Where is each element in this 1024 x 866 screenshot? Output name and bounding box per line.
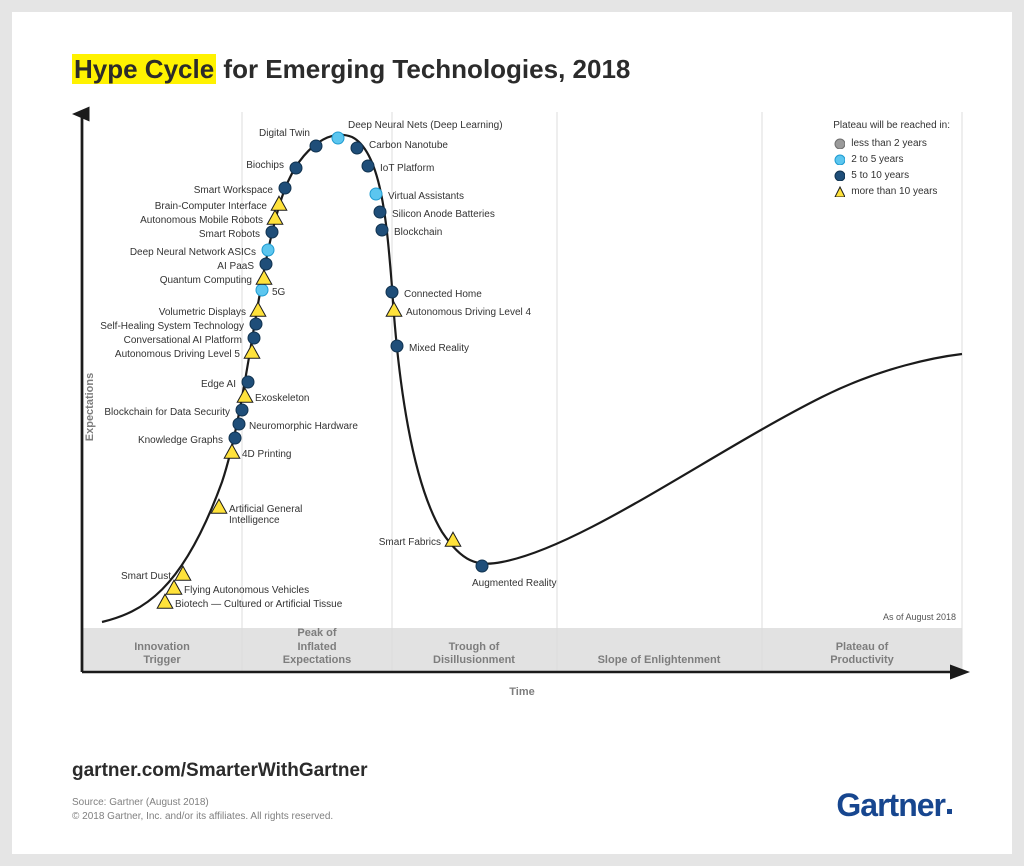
legend-swatch-icon: [833, 153, 845, 165]
tech-label: Autonomous Driving Level 5: [115, 349, 240, 360]
tech-label: Brain-Computer Interface: [155, 201, 267, 212]
legend-row: 5 to 10 years: [833, 169, 950, 181]
tech-label: Blockchain: [394, 227, 442, 238]
plot-area: Expectations Time InnovationTrigger Peak …: [82, 112, 962, 702]
as-of-note: As of August 2018: [883, 612, 956, 622]
legend-item-label: 5 to 10 years: [851, 170, 909, 181]
legend-swatch-icon: [833, 169, 845, 181]
legend-swatch-icon: [833, 185, 845, 197]
tech-label: Self-Healing System Technology: [100, 321, 244, 332]
legend-title: Plateau will be reached in:: [833, 120, 950, 131]
tech-label: Autonomous Driving Level 4: [406, 307, 531, 318]
tech-label: Augmented Reality: [472, 578, 557, 589]
tech-label: Exoskeleton: [255, 393, 309, 404]
tech-label: Smart Workspace: [194, 185, 273, 196]
footer: gartner.com/SmarterWithGartner Source: G…: [72, 760, 952, 824]
tech-label: Flying Autonomous Vehicles: [184, 585, 309, 596]
tech-label: Volumetric Displays: [159, 307, 246, 318]
tech-label: Biotech — Cultured or Artificial Tissue: [175, 599, 342, 610]
phase-label: Trough ofDisillusionment: [409, 641, 539, 669]
tech-label: IoT Platform: [380, 163, 434, 174]
tech-label: 5G: [272, 287, 285, 298]
phase-label: Peak ofInflatedExpectations: [252, 627, 382, 668]
phase-label: Plateau ofProductivity: [797, 641, 927, 669]
tech-label: Blockchain for Data Security: [104, 407, 230, 418]
legend-swatch-icon: [833, 137, 845, 149]
phase-label: InnovationTrigger: [97, 641, 227, 669]
tech-label: AI PaaS: [217, 261, 254, 272]
tech-label: Smart Robots: [199, 229, 260, 240]
tech-label: Smart Dust: [121, 571, 171, 582]
card: Hype Cycle for Emerging Technologies, 20…: [12, 12, 1012, 854]
tech-label: Digital Twin: [259, 128, 310, 139]
tech-label: Deep Neural Network ASICs: [130, 247, 256, 258]
tech-label: Artificial GeneralIntelligence: [229, 504, 302, 526]
tech-label: Biochips: [246, 160, 284, 171]
y-axis-label: Expectations: [84, 373, 96, 441]
title-highlight: Hype Cycle: [72, 54, 216, 84]
tech-label: Carbon Nanotube: [369, 140, 448, 151]
tech-label: Silicon Anode Batteries: [392, 209, 495, 220]
brand-dot-icon: [947, 809, 952, 814]
tech-label: Mixed Reality: [409, 343, 469, 354]
tech-label: Smart Fabrics: [379, 537, 441, 548]
footer-url: gartner.com/SmarterWithGartner: [72, 760, 952, 782]
legend-item-label: more than 10 years: [851, 186, 937, 197]
tech-label: Conversational AI Platform: [124, 335, 242, 346]
tech-label: 4D Printing: [242, 449, 291, 460]
brand-logo: Gartner: [836, 787, 952, 824]
legend-row: less than 2 years: [833, 137, 950, 149]
tech-label: Knowledge Graphs: [138, 435, 223, 446]
tech-label: Quantum Computing: [160, 275, 252, 286]
legend-row: 2 to 5 years: [833, 153, 950, 165]
tech-label: Connected Home: [404, 289, 482, 300]
legend-item-label: less than 2 years: [851, 138, 927, 149]
tech-label: Edge AI: [201, 379, 236, 390]
x-axis-label: Time: [509, 686, 534, 698]
phase-label: Slope of Enlightenment: [594, 654, 724, 668]
outer-frame: Hype Cycle for Emerging Technologies, 20…: [0, 0, 1024, 866]
legend-row: more than 10 years: [833, 185, 950, 197]
tech-label: Autonomous Mobile Robots: [140, 215, 263, 226]
legend-rows: less than 2 years 2 to 5 years 5 to 10 yea…: [833, 137, 950, 197]
chart-title: Hype Cycle for Emerging Technologies, 20…: [72, 54, 630, 85]
title-rest: for Emerging Technologies, 2018: [216, 54, 630, 84]
tech-label: Virtual Assistants: [388, 191, 464, 202]
legend: Plateau will be reached in: less than 2 …: [833, 120, 950, 201]
tech-label: Deep Neural Nets (Deep Learning): [348, 120, 503, 131]
footer-source: Source: Gartner (August 2018) © 2018 Gar…: [72, 796, 952, 824]
legend-item-label: 2 to 5 years: [851, 154, 903, 165]
tech-label: Neuromorphic Hardware: [249, 421, 358, 432]
